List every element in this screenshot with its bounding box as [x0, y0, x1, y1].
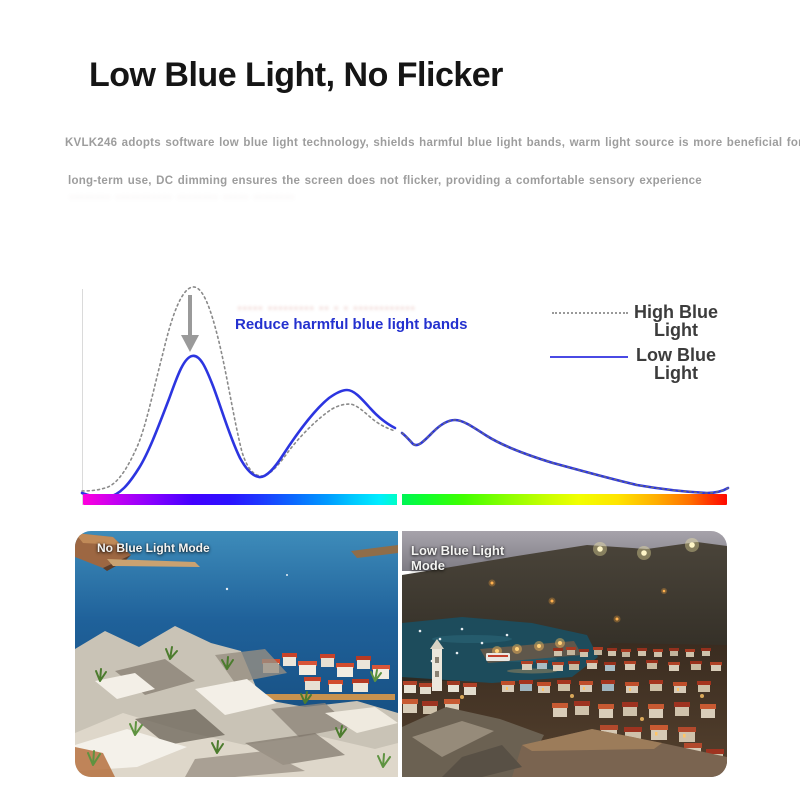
photo-no-blue-light-mode: No Blue Light Mode	[75, 531, 398, 777]
description-line-2: long-term use, DC dimming ensures the sc…	[68, 175, 702, 187]
legend-high-blue-line-sample	[552, 312, 628, 314]
sand-spit	[107, 559, 200, 567]
quay	[480, 638, 582, 663]
ridge-lights	[488, 538, 699, 623]
spectrum-curves-chart	[80, 286, 730, 499]
church-tower	[430, 639, 444, 691]
erased-text-artifact: ▪▪▪▪▪▪▪▪ ▪▪▪▪▪▪▪▪▪▪▪ ▪▪▪▪▪▪▪▪ ▪▪▪▪▪ ▪▪▪▪…	[70, 192, 296, 202]
warm-scene-graphic	[402, 531, 727, 777]
photo-low-blue-light-mode: Low Blue Light Mode	[402, 531, 727, 777]
reduction-arrow-icon	[181, 295, 199, 352]
image-split-gap	[397, 492, 402, 507]
legend-high-blue-label: High Blue Light	[634, 302, 718, 340]
high-blue-light-curve	[81, 286, 396, 492]
low-blue-light-curve	[80, 354, 397, 499]
cool-scene-graphic	[75, 531, 398, 777]
page-title: Low Blue Light, No Flicker	[89, 56, 503, 94]
chart-annotation: Reduce harmful blue light bands	[235, 316, 468, 333]
foreground-rocks	[402, 707, 727, 777]
description-line-1: KVLK246 adopts software low blue light t…	[65, 137, 800, 149]
town-houses	[402, 647, 724, 768]
photo-label-left: No Blue Light Mode	[97, 541, 210, 555]
high-blue-light-curve-tail	[401, 419, 729, 494]
chart-y-axis-line	[82, 289, 83, 505]
rocks	[75, 626, 398, 777]
spectrum-gradient-bar	[83, 494, 727, 505]
vegetation	[87, 646, 391, 768]
legend-low-blue-label: Low Blue Light	[636, 345, 716, 383]
low-blue-light-curve-tail	[400, 418, 730, 495]
erased-text-artifact: ▪▪▪▪▪ ▪▪▪▪▪▪▪▪▪ ▪▪ ▪ ▪ ▪▪▪▪▪▪▪▪▪▪▪▪	[238, 303, 417, 313]
photo-label-right: Low Blue Light Mode	[411, 543, 505, 573]
far-spit	[351, 545, 398, 558]
legend-low-blue-line-sample	[550, 356, 628, 358]
